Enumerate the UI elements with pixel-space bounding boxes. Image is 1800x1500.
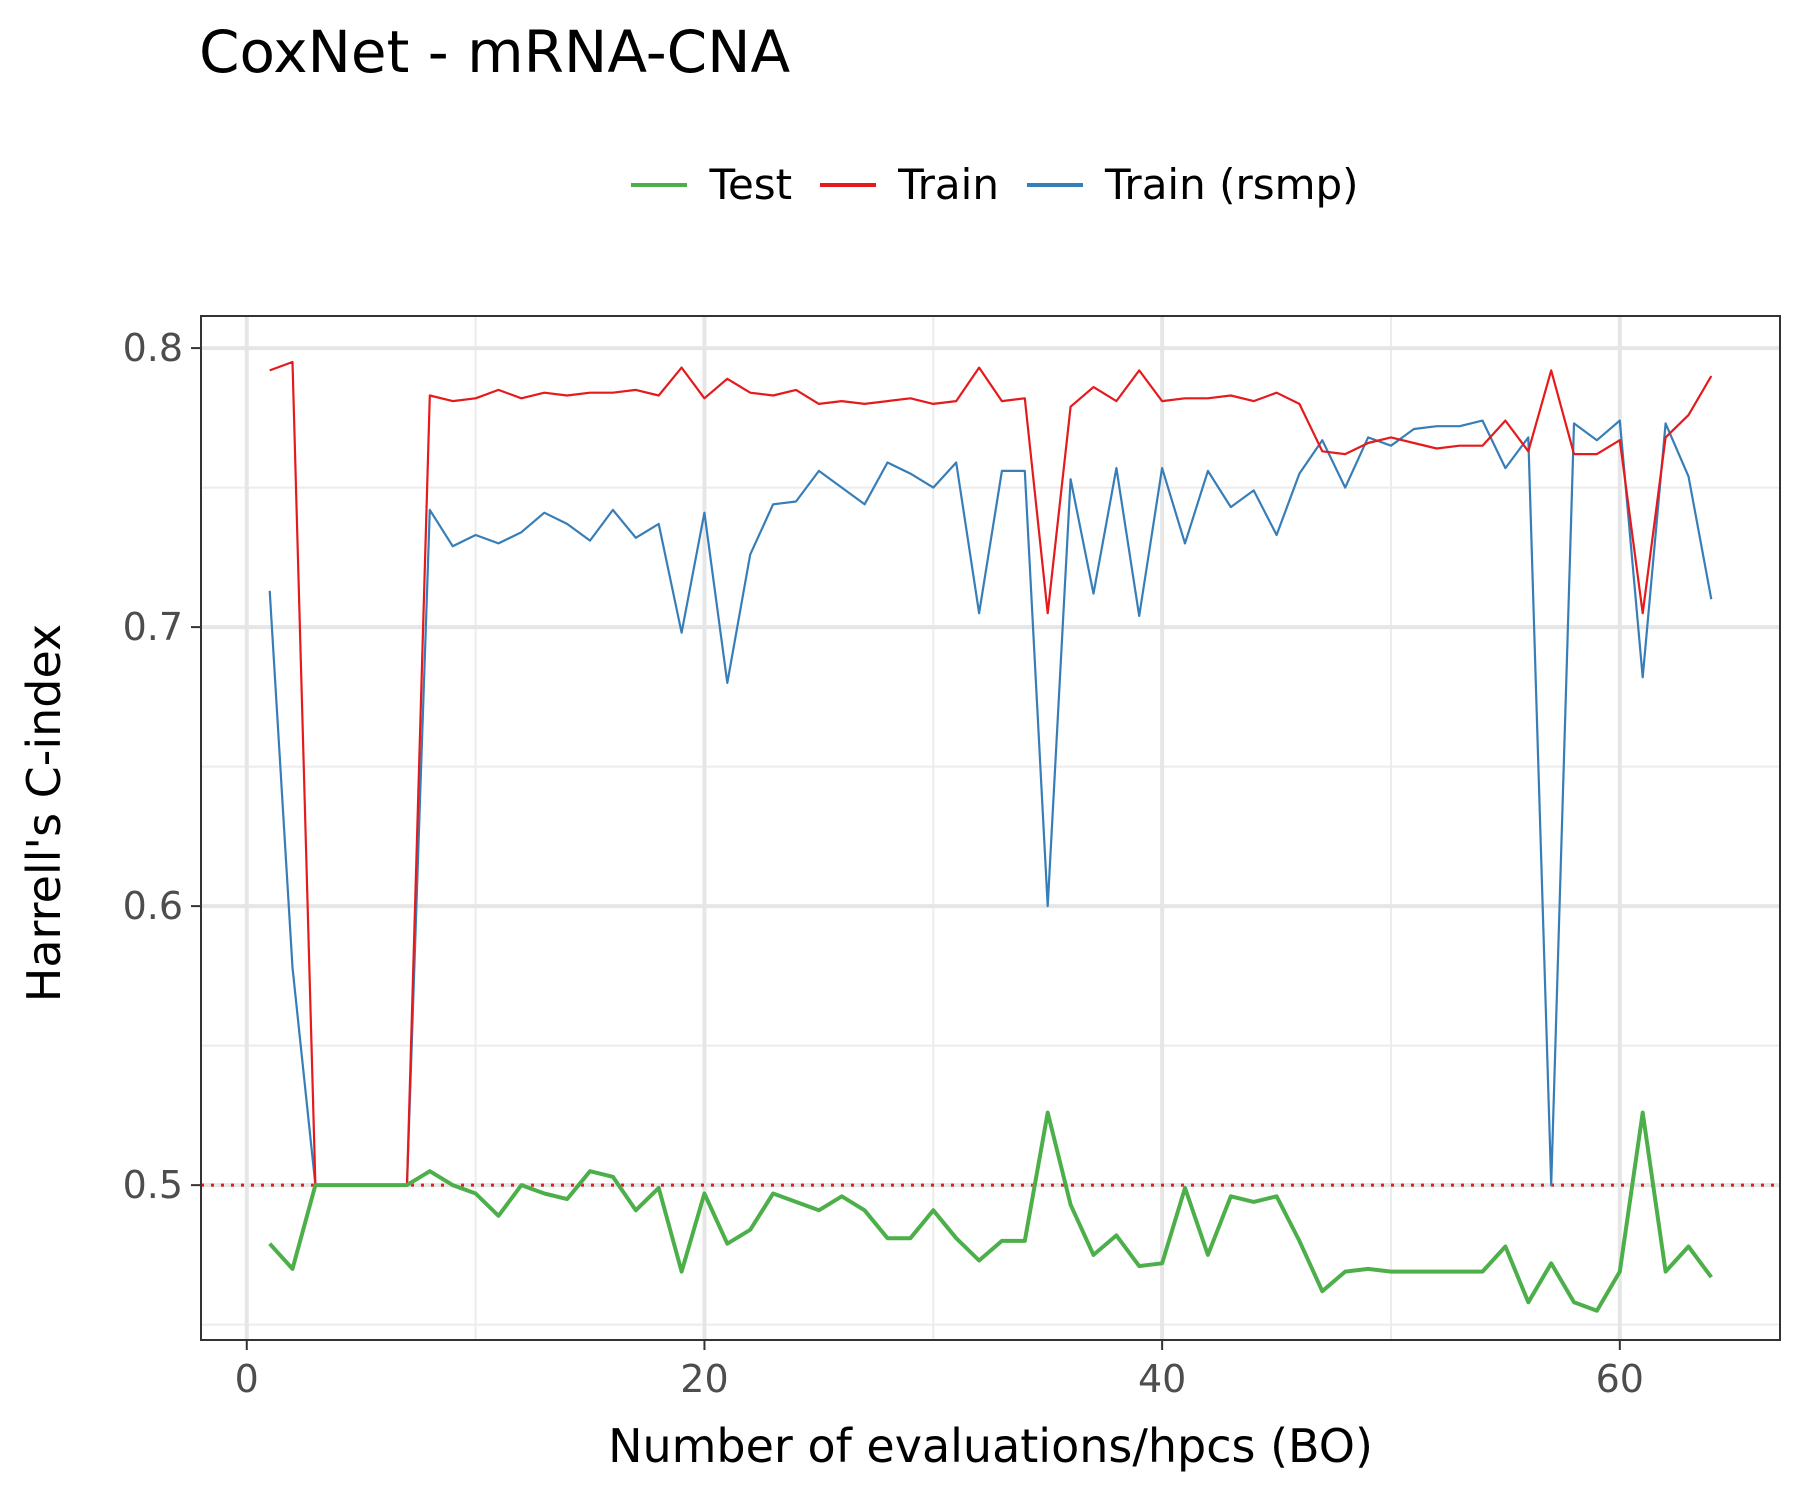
x-tick-label: 40 bbox=[1138, 1357, 1186, 1401]
grid-lines bbox=[201, 316, 1780, 1340]
x-axis-title: Number of evaluations/hpcs (BO) bbox=[608, 1419, 1373, 1473]
series-layer bbox=[268, 360, 1713, 1313]
legend-label-train-rsmp: Train (rsmp) bbox=[1104, 160, 1359, 209]
legend-item-train-rsmp: Train (rsmp) bbox=[1026, 160, 1359, 209]
x-tick-label: 20 bbox=[680, 1357, 728, 1401]
y-axis-ticks: 0.5 0.6 0.7 0.8 bbox=[123, 326, 201, 1207]
panel-border bbox=[200, 315, 1781, 1341]
legend-label-train: Train bbox=[898, 160, 999, 209]
legend-item-test: Test bbox=[631, 160, 792, 209]
y-tick-label: 0.8 bbox=[123, 326, 183, 370]
x-tick-label: 0 bbox=[235, 1357, 259, 1401]
x-axis-ticks: 0 20 40 60 bbox=[235, 1340, 1644, 1401]
series-line-test bbox=[268, 1110, 1713, 1313]
y-tick-label: 0.6 bbox=[123, 884, 183, 928]
x-tick-label: 60 bbox=[1596, 1357, 1644, 1401]
legend-key-train-rsmp bbox=[1026, 182, 1083, 187]
legend-item-train: Train bbox=[820, 160, 999, 209]
y-tick-label: 0.7 bbox=[123, 605, 183, 649]
series-line-train bbox=[269, 360, 1713, 1187]
chart-title: CoxNet - mRNA-CNA bbox=[199, 18, 791, 86]
y-axis-title: Harrell's C-index bbox=[17, 624, 71, 1002]
legend-label-test: Test bbox=[709, 160, 793, 209]
legend-key-test bbox=[631, 182, 688, 187]
y-tick-label: 0.5 bbox=[123, 1163, 183, 1207]
legend-key-train bbox=[820, 182, 877, 187]
legend: Test Train Train (rsmp) bbox=[0, 160, 1800, 209]
series-line-train-rsmp bbox=[268, 419, 1713, 1187]
